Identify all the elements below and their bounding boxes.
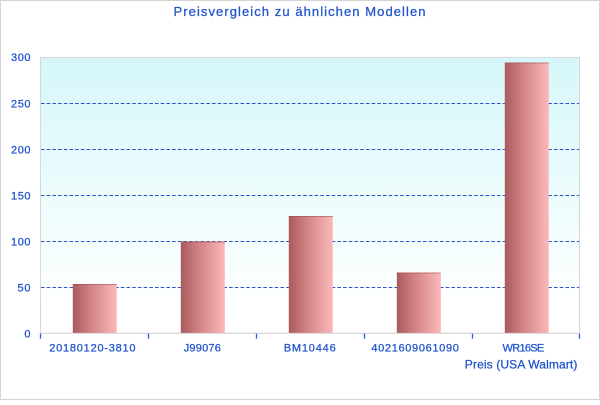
- svg-text:4021609061090: 4021609061090: [371, 342, 459, 354]
- svg-text:250: 250: [11, 98, 31, 110]
- svg-text:BM10446: BM10446: [284, 342, 336, 354]
- svg-text:20180120-3810: 20180120-3810: [49, 342, 135, 354]
- svg-text:WR16SE: WR16SE: [503, 342, 545, 354]
- svg-text:50: 50: [18, 282, 31, 294]
- svg-text:J99076: J99076: [184, 342, 221, 354]
- svg-text:Preisvergleich zu ähnlichen Mo: Preisvergleich zu ähnlichen Modellen: [174, 4, 426, 19]
- svg-text:0: 0: [24, 328, 30, 340]
- svg-text:100: 100: [11, 236, 31, 248]
- svg-text:300: 300: [11, 52, 31, 64]
- svg-text:150: 150: [11, 190, 31, 202]
- svg-text:200: 200: [11, 144, 31, 156]
- svg-text:Preis (USA Walmart): Preis (USA Walmart): [465, 357, 578, 371]
